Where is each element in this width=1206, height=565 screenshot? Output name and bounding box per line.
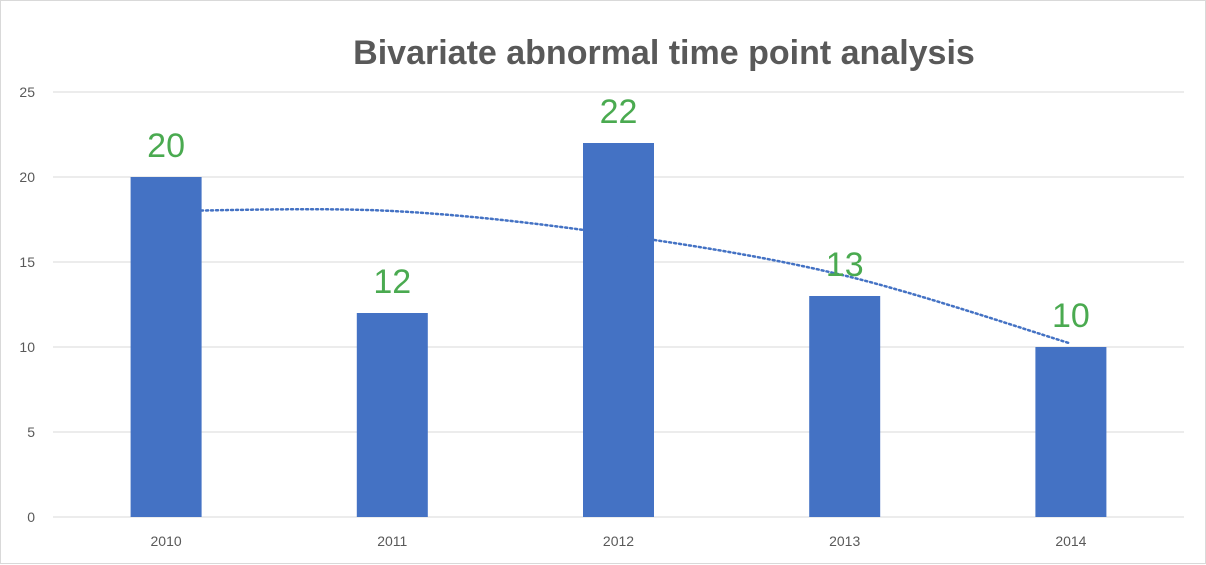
bar — [1035, 347, 1107, 517]
bar — [356, 313, 428, 517]
bar — [809, 296, 881, 517]
y-tick-label: 5 — [27, 424, 35, 440]
bar — [130, 177, 202, 517]
y-tick-label: 0 — [27, 509, 35, 525]
data-labels: 20 12 22 13 10 — [147, 93, 1090, 335]
data-label: 22 — [600, 93, 638, 131]
y-axis-ticks: 0 5 10 15 20 25 — [19, 84, 35, 525]
y-tick-label: 20 — [19, 169, 35, 185]
x-axis-ticks: 2010 2011 2012 2013 2014 — [151, 533, 1087, 549]
x-tick-label: 2010 — [151, 533, 182, 549]
chart-title: Bivariate abnormal time point analysis — [353, 34, 975, 72]
bars — [130, 143, 1107, 517]
y-tick-label: 25 — [19, 84, 35, 100]
y-tick-label: 10 — [19, 339, 35, 355]
trendline — [164, 207, 1073, 345]
data-label: 20 — [147, 127, 185, 165]
x-tick-label: 2011 — [377, 533, 407, 549]
data-label: 10 — [1052, 297, 1090, 335]
bar — [583, 143, 654, 517]
y-tick-label: 15 — [19, 254, 35, 270]
trendline-layer — [164, 207, 1073, 345]
x-tick-label: 2013 — [829, 533, 860, 549]
x-tick-label: 2012 — [603, 533, 634, 549]
x-tick-label: 2014 — [1055, 533, 1086, 549]
data-label: 13 — [826, 246, 864, 284]
data-label: 12 — [373, 263, 411, 301]
